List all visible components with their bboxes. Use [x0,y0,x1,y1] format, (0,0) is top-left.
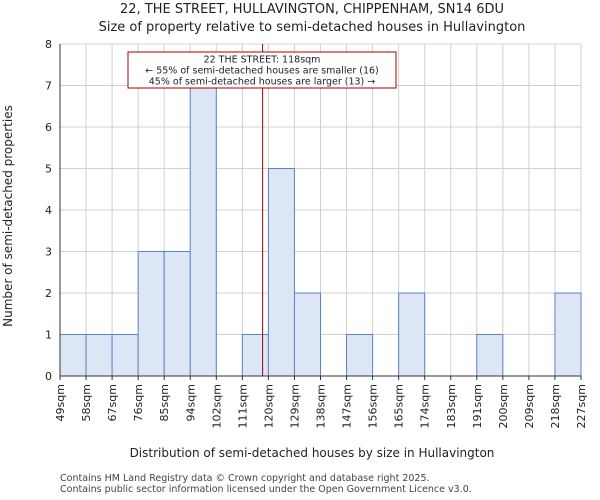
bar [293,292,322,377]
bar [554,292,582,377]
footer-licence: Contains public sector information licen… [60,484,472,495]
x-tick-label: 165sqm [393,384,406,428]
x-tick-label: 94sqm [184,384,197,421]
x-tick-label: 120sqm [262,384,275,428]
bar [189,85,217,377]
x-tick-label: 102sqm [210,384,223,428]
histogram-chart: 22, THE STREET, HULLAVINGTON, CHIPPENHAM… [1,2,588,460]
y-tick-label: 2 [45,287,52,300]
y-tick-label: 8 [45,38,52,51]
x-tick-label: 147sqm [341,384,354,428]
bar [476,334,504,377]
x-tick-label: 218sqm [549,384,562,428]
x-tick-label: 156sqm [367,384,380,428]
property-marker: 22 THE STREET: 118sqm← 55% of semi-detac… [127,44,397,376]
axes: 0 1 2 3 4 5 6 7 8 49sqm 58sqm 67sqm 76sqm 85sqm 94sqm 1… [45,38,588,428]
x-tick-label: 191sqm [471,384,484,428]
y-tick-label: 6 [45,121,52,134]
bar [85,334,113,377]
x-tick-label: 76sqm [132,384,145,421]
bar [137,251,165,377]
x-tick-label: 209sqm [523,384,536,428]
bar [163,251,191,377]
y-tick-label: 7 [45,80,52,93]
annotation-box [127,51,397,89]
bar [59,334,87,377]
x-axis-label: Distribution of semi-detached houses by … [130,446,495,460]
annotation-text: 45% of semi-detached houses are larger (… [149,77,376,88]
x-tick-label: 58sqm [80,384,93,421]
x-tick-label: 85sqm [158,384,171,421]
annotation-text: 22 THE STREET: 118sqm [204,55,321,66]
x-tick-label: 138sqm [315,384,328,428]
x-tick-label: 227sqm [575,384,588,428]
x-tick-label: 183sqm [445,384,458,428]
y-tick-label: 0 [45,370,52,383]
y-axis-label: Number of semi-detached properties [1,105,15,327]
x-tick-label: 174sqm [419,384,432,428]
x-tick-label: 111sqm [236,384,249,428]
y-tick-label: 4 [45,204,52,217]
x-tick-label: 67sqm [106,384,119,421]
bar [241,334,269,377]
bars [59,85,582,377]
y-tick-label: 3 [45,246,52,259]
chart-subtitle: Size of property relative to semi-detach… [99,20,526,35]
bar [346,334,374,377]
x-tick-label: 49sqm [54,384,67,421]
bar [267,168,295,377]
y-tick-label: 1 [45,329,52,342]
bar [398,292,426,377]
y-tick-label: 5 [45,163,52,176]
annotation-text: ← 55% of semi-detached houses are smalle… [145,66,379,77]
footer-copyright: Contains HM Land Registry data © Crown c… [60,473,430,484]
x-tick-label: 129sqm [288,384,301,428]
bar [111,334,139,377]
chart-title: 22, THE STREET, HULLAVINGTON, CHIPPENHAM… [120,2,504,17]
x-tick-label: 200sqm [497,384,510,428]
